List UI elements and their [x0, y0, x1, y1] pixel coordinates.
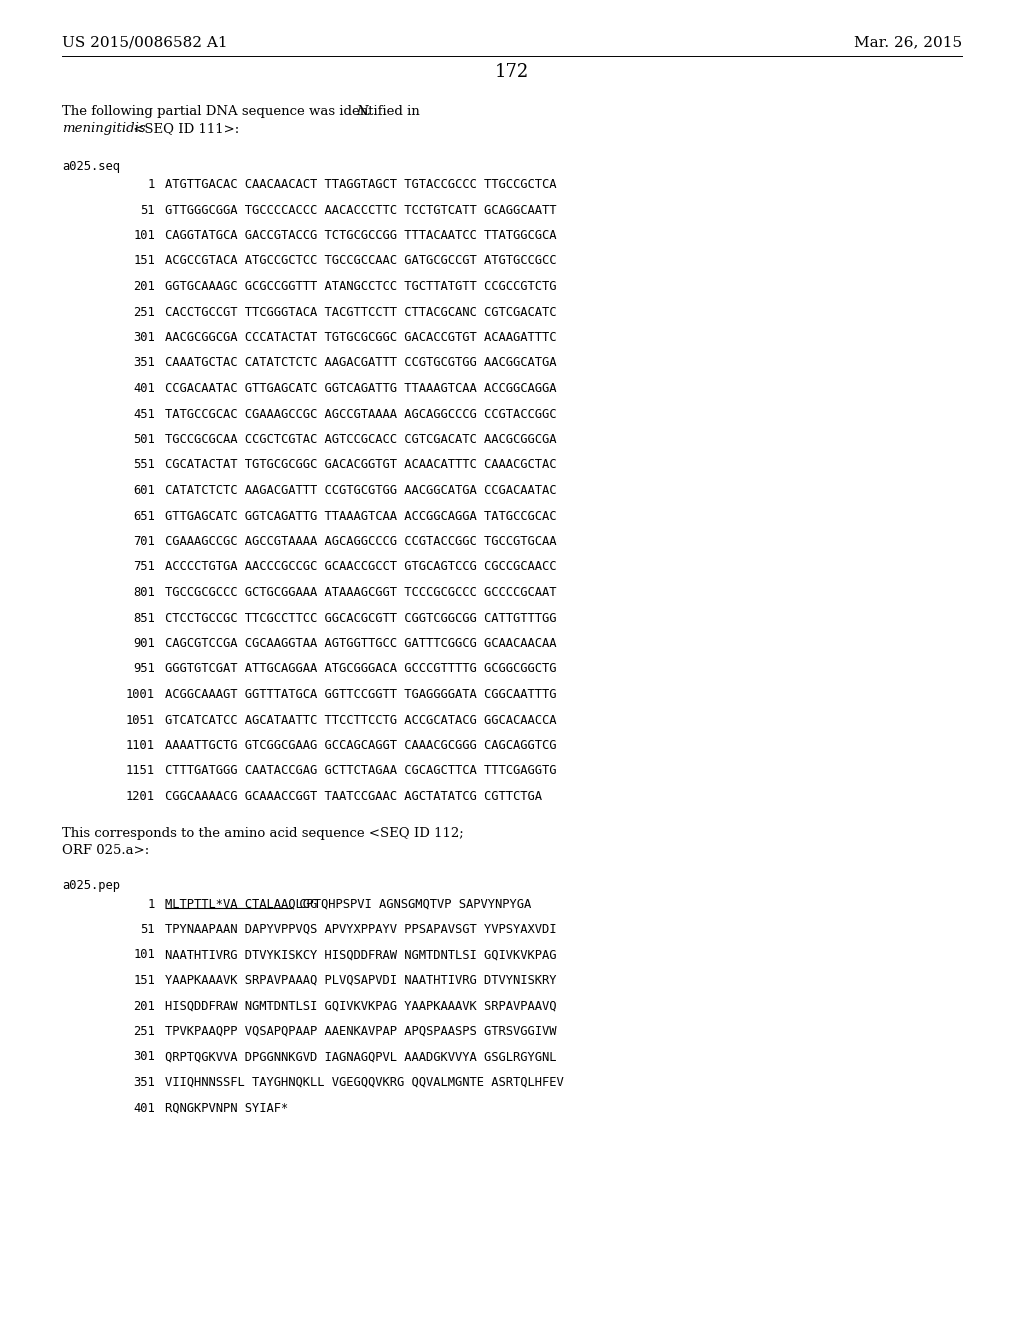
Text: a025.pep: a025.pep [62, 879, 120, 892]
Text: 801: 801 [133, 586, 155, 599]
Text: TGCCGCGCAA CCGCTCGTAC AGTCCGCACC CGTCGACATC AACGCGGCGA: TGCCGCGCAA CCGCTCGTAC AGTCCGCACC CGTCGAC… [165, 433, 556, 446]
Text: 601: 601 [133, 484, 155, 498]
Text: 1201: 1201 [126, 789, 155, 803]
Text: 251: 251 [133, 305, 155, 318]
Text: CATATCTCTC AAGACGATTT CCGTGCGTGG AACGGCATGA CCGACAATAC: CATATCTCTC AAGACGATTT CCGTGCGTGG AACGGCA… [165, 484, 556, 498]
Text: 901: 901 [133, 638, 155, 649]
Text: US 2015/0086582 A1: US 2015/0086582 A1 [62, 36, 227, 49]
Text: N.: N. [356, 106, 371, 117]
Text: a025.seq: a025.seq [62, 160, 120, 173]
Text: QRPTQGKVVA DPGGNNKGVD IAGNAGQPVL AAADGKVVYA GSGLRGYGNL: QRPTQGKVVA DPGGNNKGVD IAGNAGQPVL AAADGKV… [165, 1051, 556, 1064]
Text: The following partial DNA sequence was identified in: The following partial DNA sequence was i… [62, 106, 424, 117]
Text: Mar. 26, 2015: Mar. 26, 2015 [854, 36, 962, 49]
Text: 401: 401 [133, 1101, 155, 1114]
Text: 172: 172 [495, 63, 529, 81]
Text: 351: 351 [133, 1076, 155, 1089]
Text: 401: 401 [133, 381, 155, 395]
Text: CPTQHPSPVI AGNSGMQTVP SAPVYNPYGA: CPTQHPSPVI AGNSGMQTVP SAPVYNPYGA [292, 898, 531, 911]
Text: 51: 51 [140, 923, 155, 936]
Text: GGTGCAAAGC GCGCCGGTTT ATANGCCTCC TGCTTATGTT CCGCCGTCTG: GGTGCAAAGC GCGCCGGTTT ATANGCCTCC TGCTTAT… [165, 280, 556, 293]
Text: 201: 201 [133, 280, 155, 293]
Text: VIIQHNNSSFL TAYGHNQKLL VGEGQQVKRG QQVALMGNTE ASRTQLHFEV: VIIQHNNSSFL TAYGHNQKLL VGEGQQVKRG QQVALM… [165, 1076, 564, 1089]
Text: 251: 251 [133, 1026, 155, 1038]
Text: ACGCCGTACA ATGCCGCTCC TGCCGCCAAC GATGCGCCGT ATGTGCCGCC: ACGCCGTACA ATGCCGCTCC TGCCGCCAAC GATGCGC… [165, 255, 556, 268]
Text: CGAAAGCCGC AGCCGTAAAA AGCAGGCCCG CCGTACCGGC TGCCGTGCAA: CGAAAGCCGC AGCCGTAAAA AGCAGGCCCG CCGTACC… [165, 535, 556, 548]
Text: 101: 101 [133, 228, 155, 242]
Text: 651: 651 [133, 510, 155, 523]
Text: 1101: 1101 [126, 739, 155, 752]
Text: 501: 501 [133, 433, 155, 446]
Text: 151: 151 [133, 255, 155, 268]
Text: YAAPKAAAVK SRPAVPAAAQ PLVQSAPVDI NAATHTIVRG DTVYNISKRY: YAAPKAAAVK SRPAVPAAAQ PLVQSAPVDI NAATHTI… [165, 974, 556, 987]
Text: <SEQ ID 111>:: <SEQ ID 111>: [129, 121, 239, 135]
Text: 151: 151 [133, 974, 155, 987]
Text: AAAATTGCTG GTCGGCGAAG GCCAGCAGGT CAAACGCGGG CAGCAGGTCG: AAAATTGCTG GTCGGCGAAG GCCAGCAGGT CAAACGC… [165, 739, 556, 752]
Text: 1: 1 [147, 898, 155, 911]
Text: 201: 201 [133, 999, 155, 1012]
Text: CACCTGCCGT TTCGGGTACA TACGTTCCTT CTTACGCANC CGTCGACATC: CACCTGCCGT TTCGGGTACA TACGTTCCTT CTTACGC… [165, 305, 556, 318]
Text: ACCCCTGTGA AACCCGCCGC GCAACCGCCT GTGCAGTCCG CGCCGCAACC: ACCCCTGTGA AACCCGCCGC GCAACCGCCT GTGCAGT… [165, 561, 556, 573]
Text: CAAATGCTAC CATATCTCTC AAGACGATTT CCGTGCGTGG AACGGCATGA: CAAATGCTAC CATATCTCTC AAGACGATTT CCGTGCG… [165, 356, 556, 370]
Text: 1151: 1151 [126, 764, 155, 777]
Text: TPVKPAAQPP VQSAPQPAAP AAENKAVPAP APQSPAASPS GTRSVGGIVW: TPVKPAAQPP VQSAPQPAAP AAENKAVPAP APQSPAA… [165, 1026, 556, 1038]
Text: CTCCTGCCGC TTCGCCTTCC GGCACGCGTT CGGTCGGCGG CATTGTTTGG: CTCCTGCCGC TTCGCCTTCC GGCACGCGTT CGGTCGG… [165, 611, 556, 624]
Text: 951: 951 [133, 663, 155, 676]
Text: meningitidis: meningitidis [62, 121, 145, 135]
Text: NAATHTIVRG DTVYKISKCY HISQDDFRAW NGMTDNTLSI GQIVKVKPAG: NAATHTIVRG DTVYKISKCY HISQDDFRAW NGMTDNT… [165, 949, 556, 961]
Text: 1051: 1051 [126, 714, 155, 726]
Text: HISQDDFRAW NGMTDNTLSI GQIVKVKPAG YAAPKAAAVK SRPAVPAAVQ: HISQDDFRAW NGMTDNTLSI GQIVKVKPAG YAAPKAA… [165, 999, 556, 1012]
Text: This corresponds to the amino acid sequence <SEQ ID 112;: This corresponds to the amino acid seque… [62, 828, 464, 841]
Text: 851: 851 [133, 611, 155, 624]
Text: CTTTGATGGG CAATACCGAG GCTTCTAGAA CGCAGCTTCA TTTCGAGGTG: CTTTGATGGG CAATACCGAG GCTTCTAGAA CGCAGCT… [165, 764, 556, 777]
Text: 1: 1 [147, 178, 155, 191]
Text: GTTGGGCGGA TGCCCCACCC AACACCCTTC TCCTGTCATT GCAGGCAATT: GTTGGGCGGA TGCCCCACCC AACACCCTTC TCCTGTC… [165, 203, 556, 216]
Text: CGGCAAAACG GCAAACCGGT TAATCCGAAC AGCTATATCG CGTTCTGA: CGGCAAAACG GCAAACCGGT TAATCCGAAC AGCTATA… [165, 789, 542, 803]
Text: GGGTGTCGAT ATTGCAGGAA ATGCGGGACA GCCCGTTTTG GCGGCGGCTG: GGGTGTCGAT ATTGCAGGAA ATGCGGGACA GCCCGTT… [165, 663, 556, 676]
Text: ATGTTGACAC CAACAACACT TTAGGTAGCT TGTACCGCCC TTGCCGCTCA: ATGTTGACAC CAACAACACT TTAGGTAGCT TGTACCG… [165, 178, 556, 191]
Text: CGCATACTAT TGTGCGCGGC GACACGGTGT ACAACATTTC CAAACGCTAC: CGCATACTAT TGTGCGCGGC GACACGGTGT ACAACAT… [165, 458, 556, 471]
Text: GTCATCATCC AGCATAATTC TTCCTTCCTG ACCGCATACG GGCACAACCA: GTCATCATCC AGCATAATTC TTCCTTCCTG ACCGCAT… [165, 714, 556, 726]
Text: 51: 51 [140, 203, 155, 216]
Text: 301: 301 [133, 1051, 155, 1064]
Text: 701: 701 [133, 535, 155, 548]
Text: RQNGKPVNPN SYIAF*: RQNGKPVNPN SYIAF* [165, 1101, 288, 1114]
Text: 351: 351 [133, 356, 155, 370]
Text: 451: 451 [133, 408, 155, 421]
Text: ORF 025.a>:: ORF 025.a>: [62, 845, 150, 858]
Text: 751: 751 [133, 561, 155, 573]
Text: CCGACAATAC GTTGAGCATC GGTCAGATTG TTAAAGTCAA ACCGGCAGGA: CCGACAATAC GTTGAGCATC GGTCAGATTG TTAAAGT… [165, 381, 556, 395]
Text: GTTGAGCATC GGTCAGATTG TTAAAGTCAA ACCGGCAGGA TATGCCGCAC: GTTGAGCATC GGTCAGATTG TTAAAGTCAA ACCGGCA… [165, 510, 556, 523]
Text: ACGGCAAAGT GGTTTATGCA GGTTCCGGTT TGAGGGGATA CGGCAATTTG: ACGGCAAAGT GGTTTATGCA GGTTCCGGTT TGAGGGG… [165, 688, 556, 701]
Text: 101: 101 [133, 949, 155, 961]
Text: 1001: 1001 [126, 688, 155, 701]
Text: CAGCGTCCGA CGCAAGGTAA AGTGGTTGCC GATTTCGGCG GCAACAACAA: CAGCGTCCGA CGCAAGGTAA AGTGGTTGCC GATTTCG… [165, 638, 556, 649]
Text: AACGCGGCGA CCCATACTAT TGTGCGCGGC GACACCGTGT ACAAGATTTC: AACGCGGCGA CCCATACTAT TGTGCGCGGC GACACCG… [165, 331, 556, 345]
Text: TGCCGCGCCC GCTGCGGAAA ATAAAGCGGT TCCCGCGCCC GCCCCGCAAT: TGCCGCGCCC GCTGCGGAAA ATAAAGCGGT TCCCGCG… [165, 586, 556, 599]
Text: CAGGTATGCA GACCGTACCG TCTGCGCCGG TTTACAATCC TTATGGCGCA: CAGGTATGCA GACCGTACCG TCTGCGCCGG TTTACAA… [165, 228, 556, 242]
Text: 551: 551 [133, 458, 155, 471]
Text: 301: 301 [133, 331, 155, 345]
Text: TPYNAAPAAN DAPYVPPVQS APVYXPPAYV PPSAPAVSGT YVPSYAXVDI: TPYNAAPAAN DAPYVPPVQS APVYXPPAYV PPSAPAV… [165, 923, 556, 936]
Text: TATGCCGCAC CGAAAGCCGC AGCCGTAAAA AGCAGGCCCG CCGTACCGGC: TATGCCGCAC CGAAAGCCGC AGCCGTAAAA AGCAGGC… [165, 408, 556, 421]
Text: MLTPTTL*VA CTALAAQLGG: MLTPTTL*VA CTALAAQLGG [165, 898, 317, 911]
